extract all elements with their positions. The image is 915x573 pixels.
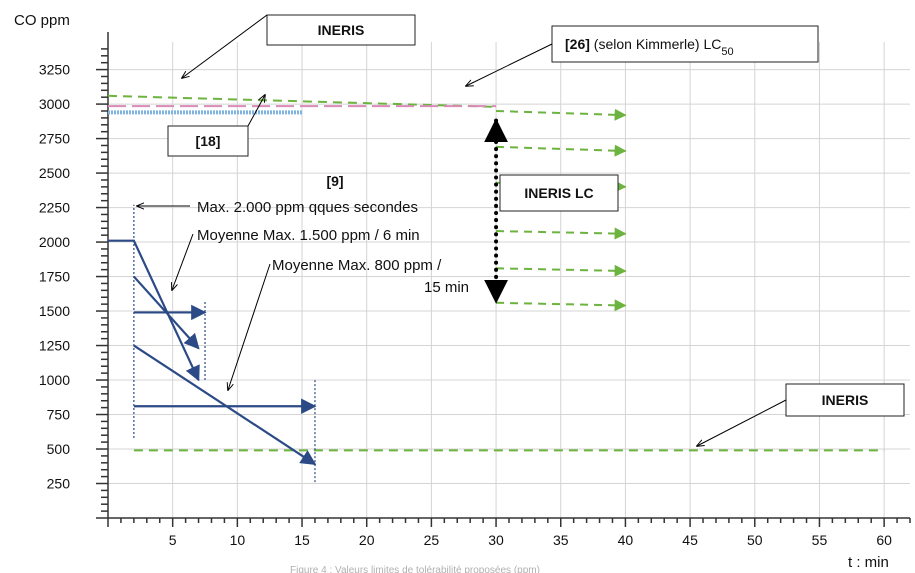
green-dashed-arrow bbox=[496, 299, 627, 312]
moy-1500-pointer bbox=[172, 233, 194, 290]
ref26-sub: 50 bbox=[721, 46, 733, 58]
ineris-lc-box bbox=[499, 174, 619, 212]
x-tick-label: 50 bbox=[747, 532, 763, 548]
y-tick-label: 1000 bbox=[39, 372, 70, 388]
tick-labels: 5 10 15 20 25 30 35 40 45 50 55 60 250 500 750 1000 1250… bbox=[39, 62, 892, 548]
x-tick-label: 40 bbox=[618, 532, 634, 548]
x-tick-label: 35 bbox=[553, 532, 569, 548]
x-tick-label: 10 bbox=[230, 532, 246, 548]
green-dashed-arrow bbox=[496, 227, 627, 240]
moy-800-pointer bbox=[228, 263, 271, 390]
moy-1500-label: Moyenne Max. 1.500 ppm / 6 min bbox=[197, 227, 420, 244]
y-tick-label: 1250 bbox=[39, 338, 70, 354]
green-dashed-line bbox=[107, 94, 497, 108]
x-tick-label: 5 bbox=[169, 532, 177, 548]
ineris-lc-label: INERIS LC bbox=[524, 185, 593, 201]
annotations: INERIS [26] (selon Kimmerle) LC50 [18] [… bbox=[137, 14, 905, 573]
ref18-label: [18] bbox=[196, 133, 221, 149]
ineris-bottom-pointer bbox=[697, 399, 787, 446]
green-dashed-arrow bbox=[496, 264, 627, 277]
y-tick-label: 1500 bbox=[39, 303, 70, 319]
y-tick-label: 2000 bbox=[39, 234, 70, 250]
ref26-label: [26] (selon Kimmerle) LC50 bbox=[565, 36, 734, 58]
ref26-pointer bbox=[466, 43, 553, 86]
figure-caption: Figure 4 : Valeurs limites de tolérabili… bbox=[290, 565, 540, 573]
green-dashed-arrow bbox=[496, 144, 627, 157]
x-tick-label: 25 bbox=[424, 532, 440, 548]
green-dashed-arrow bbox=[496, 108, 627, 121]
moy-800-label-2: 15 min bbox=[424, 279, 469, 296]
ref18-pointer bbox=[247, 95, 265, 127]
y-tick-label: 500 bbox=[47, 441, 71, 457]
x-tick-label: 45 bbox=[682, 532, 698, 548]
ref26-ref: [26] bbox=[565, 36, 590, 52]
y-tick-label: 3000 bbox=[39, 96, 70, 112]
navy-arrow-line bbox=[133, 344, 317, 466]
x-tick-label: 20 bbox=[359, 532, 375, 548]
y-tick-label: 2500 bbox=[39, 165, 70, 181]
ref26-box bbox=[551, 25, 819, 63]
y-axis-title: CO ppm bbox=[14, 12, 70, 29]
ref9-label: [9] bbox=[326, 173, 343, 189]
ineris-top-box bbox=[266, 14, 416, 46]
ref26-text: (selon Kimmerle) LC bbox=[590, 36, 721, 52]
y-tick-label: 2750 bbox=[39, 131, 70, 147]
ineris-top-label: INERIS bbox=[318, 22, 365, 38]
x-axis-title: t : min bbox=[848, 554, 889, 571]
ineris-top-pointer bbox=[182, 14, 268, 78]
y-tick-label: 3250 bbox=[39, 62, 70, 78]
x-tick-label: 60 bbox=[876, 532, 892, 548]
x-tick-label: 15 bbox=[294, 532, 310, 548]
max-2000-label: Max. 2.000 ppm qques secondes bbox=[197, 199, 418, 216]
y-tick-label: 750 bbox=[47, 407, 71, 423]
ineris-bottom-label: INERIS bbox=[822, 392, 869, 408]
moy-800-label-1: Moyenne Max. 800 ppm / bbox=[272, 257, 442, 274]
y-tick-label: 1750 bbox=[39, 269, 70, 285]
x-tick-label: 30 bbox=[488, 532, 504, 548]
ref18-box bbox=[167, 125, 249, 157]
data-series bbox=[107, 94, 885, 483]
y-tick-label: 250 bbox=[47, 476, 71, 492]
x-tick-label: 55 bbox=[812, 532, 828, 548]
y-tick-label: 2250 bbox=[39, 200, 70, 216]
axes bbox=[96, 32, 911, 527]
